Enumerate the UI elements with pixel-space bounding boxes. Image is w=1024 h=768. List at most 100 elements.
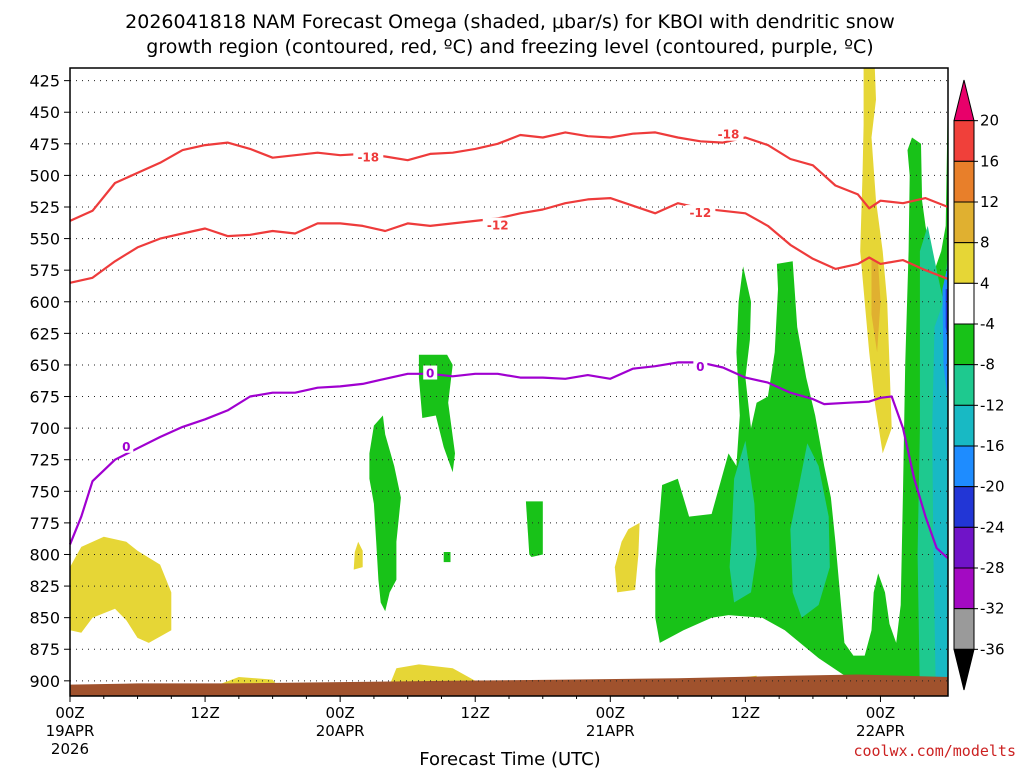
omega-minus12-22apr bbox=[932, 301, 948, 696]
omega-minus4-slab-20apr bbox=[369, 415, 401, 612]
dgz-minus-12-line bbox=[69, 197, 949, 284]
dgz-minus-18-label-1: -18 bbox=[718, 128, 740, 142]
omega-minus8-22apr-right bbox=[790, 443, 830, 618]
xtick-sub-6-1: 2026 bbox=[51, 740, 89, 758]
ytick-label-500: 500 bbox=[29, 166, 60, 185]
terrain bbox=[70, 674, 948, 696]
colorbar-bin--12--8 bbox=[953, 364, 975, 406]
xtick-sub-6-0: 19APR bbox=[46, 722, 95, 740]
grid-layer bbox=[70, 80, 948, 682]
omega-8to12-22apr bbox=[871, 257, 881, 353]
dgz-minus-12-label-bg-0 bbox=[482, 217, 513, 232]
contour-layer: -18 -18 -12 -12 0 0 0 bbox=[68, 126, 949, 560]
xtick-sub-78-0: 22APR bbox=[856, 722, 905, 740]
xtick-sub-54-0: 21APR bbox=[586, 722, 635, 740]
colorbar-label-16: 16 bbox=[980, 152, 999, 170]
title-line-2: growth region (contoured, red, ºC) and f… bbox=[146, 36, 873, 58]
omega-4to8-21apr bbox=[614, 522, 640, 593]
freezing-level-line bbox=[68, 361, 949, 560]
freezing-level-label-bg-0 bbox=[119, 438, 134, 453]
x-axis-label: Forecast Time (UTC) bbox=[419, 749, 600, 768]
colorbar-label-20: 20 bbox=[980, 112, 999, 130]
colorbar-label--36: -36 bbox=[980, 640, 1005, 658]
colorbar-label--4: -4 bbox=[980, 315, 995, 333]
ytick-label-625: 625 bbox=[29, 324, 60, 343]
ytick-label-600: 600 bbox=[29, 293, 60, 312]
colorbar-bin-8-12 bbox=[953, 201, 975, 244]
freezing-level-label-0: 0 bbox=[122, 440, 130, 454]
ytick-label-875: 875 bbox=[29, 640, 60, 659]
dgz-minus-12-label-0: -12 bbox=[487, 219, 509, 233]
xtick-label-54: 00Z bbox=[596, 704, 625, 722]
colorbar-bin--20--16 bbox=[953, 445, 975, 488]
dgz-minus-18-label-bg-0 bbox=[353, 149, 384, 164]
chart-title: 2026041818 NAM Forecast Omega (shaded, μ… bbox=[125, 11, 895, 58]
ytick-label-575: 575 bbox=[29, 261, 60, 280]
colorbar-bin-12-16 bbox=[953, 160, 975, 203]
colorbar-bin--24--20 bbox=[953, 486, 975, 528]
colorbar-bin--4-4 bbox=[953, 282, 975, 325]
ytick-label-775: 775 bbox=[29, 514, 60, 533]
dgz-minus-18-label-bg-1 bbox=[713, 126, 744, 141]
ytick-label-450: 450 bbox=[29, 103, 60, 122]
omega-minus4-slab-20apr-upper bbox=[418, 354, 455, 473]
colorbar-bin-4-8 bbox=[953, 242, 975, 284]
xtick-sub-30-0: 20APR bbox=[316, 722, 365, 740]
freezing-level-label-1: 0 bbox=[426, 367, 434, 381]
colorbar-label-4: 4 bbox=[980, 274, 990, 292]
ytick-label-475: 475 bbox=[29, 135, 60, 154]
y-axis: 425 450 475 500 525 550 575 600 625 650 675 700 725 7… bbox=[29, 72, 70, 691]
dgz-minus-12-label-bg-1 bbox=[685, 205, 716, 220]
omega-minus4-speck bbox=[443, 552, 451, 563]
ytick-label-425: 425 bbox=[29, 72, 60, 91]
dgz-minus-18-label-0: -18 bbox=[357, 150, 379, 164]
credit-text: coolwx.com/modelts bbox=[853, 742, 1016, 760]
colorbar-cap-top bbox=[953, 79, 975, 122]
colorbar-label-8: 8 bbox=[980, 234, 990, 252]
colorbar-label--24: -24 bbox=[980, 518, 1005, 536]
ytick-label-550: 550 bbox=[29, 230, 60, 249]
colorbar-label--12: -12 bbox=[980, 396, 1005, 414]
ytick-label-725: 725 bbox=[29, 451, 60, 470]
colorbar-bin--28--24 bbox=[953, 526, 975, 569]
omega-minus4-21apr-left bbox=[525, 501, 543, 557]
omega-4to8-20apr-left bbox=[353, 541, 363, 570]
colorbar-label--32: -32 bbox=[980, 600, 1005, 618]
freezing-level-label-bg-1 bbox=[423, 365, 438, 380]
ytick-label-800: 800 bbox=[29, 545, 60, 564]
ytick-label-525: 525 bbox=[29, 198, 60, 217]
freezing-level-label-2: 0 bbox=[696, 360, 704, 374]
title-line-1: 2026041818 NAM Forecast Omega (shaded, μ… bbox=[125, 11, 895, 33]
colorbar: 20 16 12 8 4 -4 -8 -12 -16 -20 -24 -28 -32 -36 bbox=[953, 79, 1005, 691]
freezing-level-label-bg-2 bbox=[693, 359, 708, 374]
ytick-label-750: 750 bbox=[29, 482, 60, 501]
colorbar-label--8: -8 bbox=[980, 356, 995, 374]
ytick-label-850: 850 bbox=[29, 609, 60, 628]
colorbar-bin--32--28 bbox=[953, 567, 975, 610]
omega-4to8-sfc-blob-left bbox=[70, 536, 172, 643]
colorbar-label--16: -16 bbox=[980, 437, 1005, 455]
ytick-label-700: 700 bbox=[29, 419, 60, 438]
xtick-label-78: 00Z bbox=[866, 704, 895, 722]
dgz-minus-18-line bbox=[69, 131, 949, 222]
xtick-label-66: 12Z bbox=[731, 704, 760, 722]
ytick-label-650: 650 bbox=[29, 356, 60, 375]
colorbar-label-12: 12 bbox=[980, 193, 999, 211]
colorbar-label--20: -20 bbox=[980, 478, 1005, 496]
colorbar-bin--36--32 bbox=[953, 608, 975, 650]
xtick-label-18: 12Z bbox=[190, 704, 219, 722]
colorbar-cap-bottom bbox=[953, 648, 975, 691]
ytick-label-675: 675 bbox=[29, 388, 60, 407]
xtick-label-30: 00Z bbox=[325, 704, 354, 722]
ytick-label-825: 825 bbox=[29, 577, 60, 596]
colorbar-label--28: -28 bbox=[980, 559, 1005, 577]
ytick-label-900: 900 bbox=[29, 672, 60, 691]
colorbar-bin-16-20 bbox=[953, 120, 975, 162]
dgz-minus-12-label-1: -12 bbox=[690, 206, 712, 220]
colorbar-bin--16--12 bbox=[953, 404, 975, 447]
colorbar-bin--8--4 bbox=[953, 323, 975, 366]
xtick-label-6: 00Z bbox=[55, 704, 84, 722]
xtick-label-42: 12Z bbox=[461, 704, 490, 722]
